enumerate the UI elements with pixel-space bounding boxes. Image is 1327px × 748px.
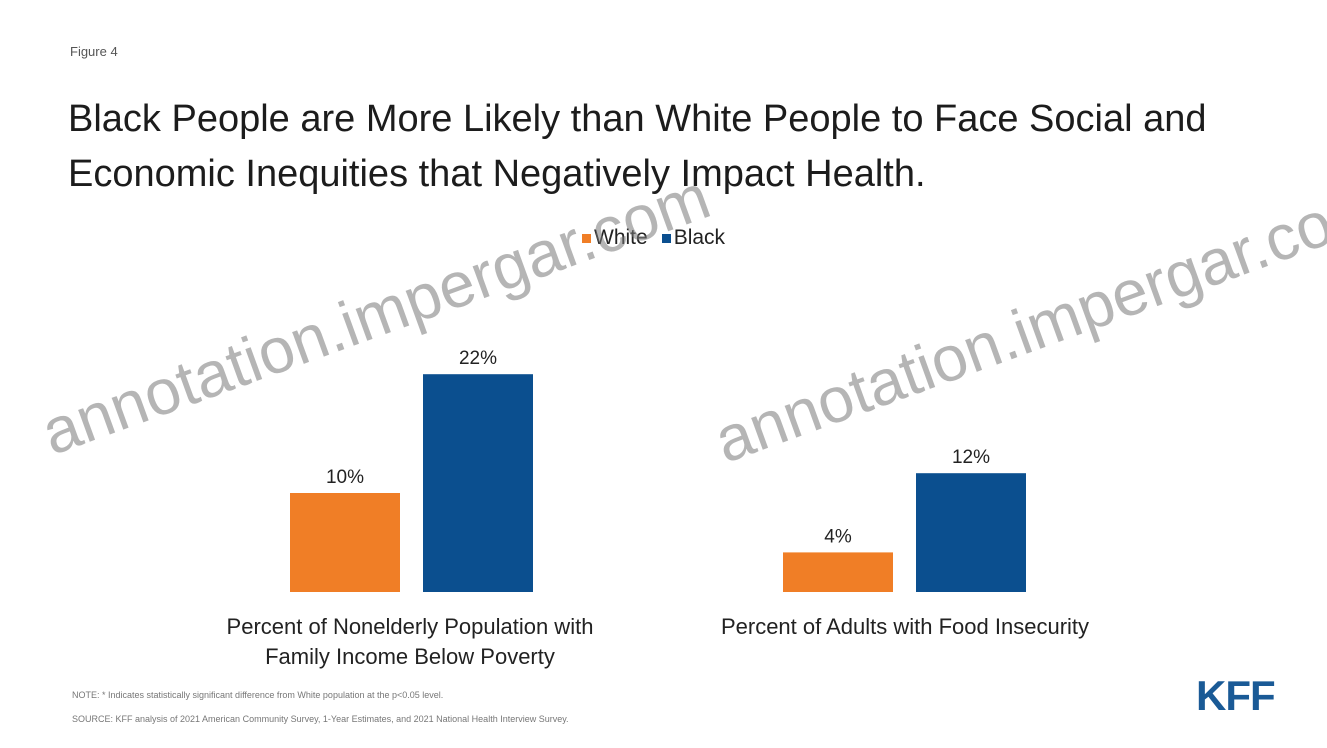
category-label-food-insecurity: Percent of Adults with Food Insecurity — [655, 612, 1155, 642]
bar-black-food-insecurity — [916, 473, 1026, 592]
legend: White Black — [582, 226, 725, 250]
legend-item-white: White — [582, 226, 648, 250]
bar-white-food-insecurity — [783, 552, 893, 592]
kff-logo: KFF — [1196, 672, 1276, 719]
legend-label-white: White — [594, 226, 648, 249]
footnote-note: NOTE: * Indicates statistically signific… — [72, 690, 444, 700]
bar-white-poverty — [290, 493, 400, 592]
category-label-poverty: Percent of Nonelderly Population with Fa… — [160, 612, 660, 671]
footnote-source: SOURCE: KFF analysis of 2021 American Co… — [72, 714, 569, 724]
legend-swatch-black — [661, 233, 671, 243]
data-label-white-poverty: 10% — [326, 467, 364, 488]
chart-title: Black People are More Likely than White … — [68, 98, 1207, 196]
data-label-black-poverty: 22% — [459, 348, 497, 369]
data-label-black-food-insecurity: 12% — [952, 447, 990, 468]
data-label-white-food-insecurity: 4% — [824, 526, 852, 547]
category-label-food-insecurity-line1: Percent of Adults with Food Insecurity — [720, 614, 1090, 639]
legend-item-black: Black — [661, 226, 726, 250]
legend-label-black: Black — [673, 226, 726, 249]
category-label-poverty-line2: Family Income Below Poverty — [265, 643, 555, 669]
legend-swatch-white — [582, 233, 591, 243]
bar-black-poverty — [423, 374, 533, 592]
figure-label: Figure 4 — [70, 44, 118, 59]
category-label-poverty-line1: Percent of Nonelderly Population with — [226, 614, 594, 639]
